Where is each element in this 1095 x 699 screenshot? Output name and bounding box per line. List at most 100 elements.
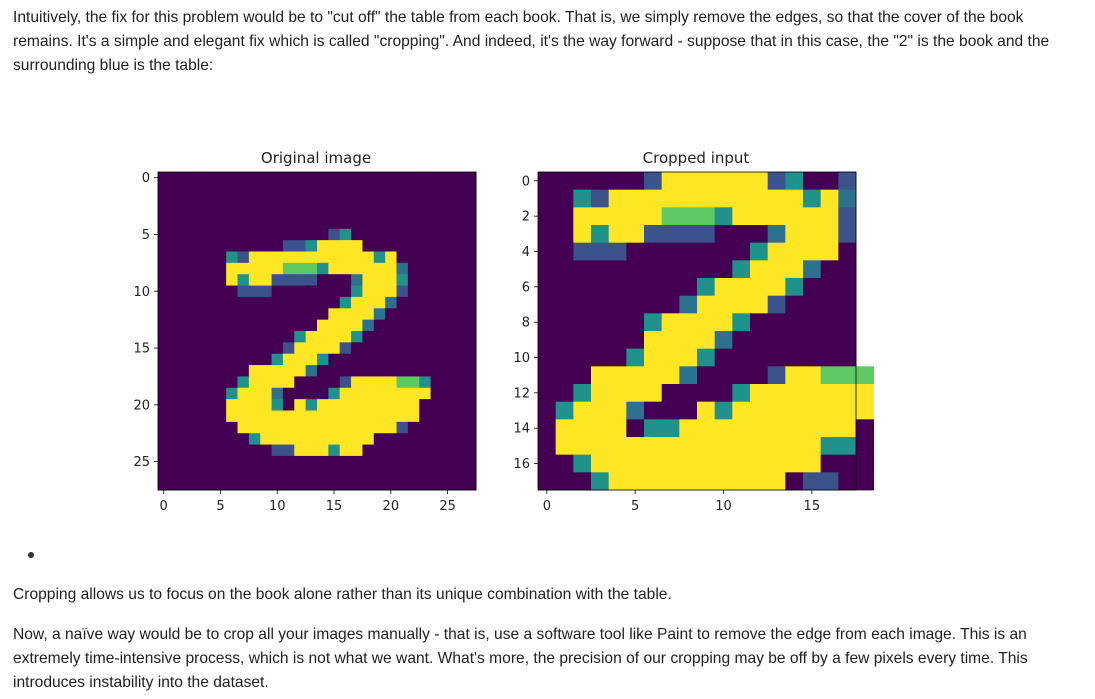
heatmap-cell bbox=[158, 433, 170, 445]
heatmap-cell bbox=[441, 296, 454, 309]
heatmap-cell bbox=[362, 296, 375, 309]
heatmap-cell bbox=[351, 194, 363, 207]
heatmap-cell bbox=[317, 410, 329, 423]
heatmap-cell bbox=[282, 319, 295, 332]
heatmap-cell bbox=[608, 472, 627, 491]
heatmap-cell bbox=[419, 376, 431, 389]
heatmap-cell bbox=[396, 308, 409, 321]
heatmap-cell bbox=[820, 189, 839, 208]
heatmap-cell bbox=[248, 410, 261, 423]
heatmap-cell bbox=[328, 433, 341, 445]
heatmap-cell bbox=[573, 260, 592, 279]
heatmap-cell bbox=[362, 285, 375, 298]
heatmap-cell bbox=[351, 183, 363, 196]
heatmap-cell bbox=[750, 366, 769, 385]
heatmap-cell bbox=[339, 240, 352, 252]
heatmap-cell bbox=[305, 308, 318, 321]
heatmap-cell bbox=[767, 242, 786, 261]
heatmap-cell bbox=[714, 189, 733, 208]
heatmap-cell bbox=[453, 319, 466, 332]
heatmap-cell bbox=[203, 285, 216, 298]
heatmap-cell bbox=[430, 183, 443, 196]
heatmap-cell bbox=[732, 331, 751, 350]
heatmap-cell bbox=[362, 206, 375, 218]
heatmap-cell bbox=[750, 348, 769, 367]
heatmap-cell bbox=[203, 444, 216, 457]
heatmap-cell bbox=[441, 172, 454, 184]
heatmap-cell bbox=[282, 342, 295, 355]
heatmap-cell bbox=[328, 251, 341, 264]
heatmap-cell bbox=[767, 278, 786, 297]
heatmap-cell bbox=[714, 454, 733, 473]
heatmap-cell bbox=[192, 262, 204, 275]
heatmap-cell bbox=[362, 183, 375, 196]
heatmap-cell bbox=[430, 331, 443, 343]
heatmap-cell bbox=[294, 478, 307, 491]
heatmap-cell bbox=[573, 242, 592, 261]
heatmap-cell bbox=[271, 240, 284, 252]
heatmap-cell bbox=[430, 387, 443, 400]
heatmap-cell bbox=[317, 467, 329, 480]
heatmap-cell bbox=[538, 207, 557, 226]
heatmap-cell bbox=[714, 348, 733, 367]
heatmap-cell bbox=[441, 410, 454, 423]
heatmap-cell bbox=[294, 376, 307, 389]
heatmap-cell bbox=[453, 296, 466, 309]
heatmap-cell bbox=[271, 467, 284, 480]
heatmap-cell bbox=[697, 278, 716, 297]
heatmap-cell bbox=[697, 295, 716, 314]
heatmap-cell bbox=[419, 467, 431, 480]
heatmap-cell bbox=[608, 260, 627, 279]
heatmap-cell bbox=[260, 240, 272, 252]
heatmap-cell bbox=[203, 421, 216, 434]
heatmap-cell bbox=[169, 240, 182, 252]
heatmap-cell bbox=[373, 376, 386, 389]
heatmap-cell bbox=[260, 365, 272, 377]
heatmap-cell bbox=[453, 274, 466, 286]
heatmap-cell bbox=[385, 308, 397, 321]
heatmap-cell bbox=[430, 240, 443, 252]
heatmap-cell bbox=[464, 433, 477, 445]
heatmap-cell bbox=[820, 472, 839, 491]
heatmap-cell bbox=[203, 217, 216, 230]
heatmap-cell bbox=[767, 366, 786, 385]
heatmap-cell bbox=[192, 206, 204, 218]
heatmap-cell bbox=[317, 376, 329, 389]
heatmap-cell bbox=[644, 295, 663, 314]
heatmap-cell bbox=[248, 296, 261, 309]
heatmap-cell bbox=[453, 467, 466, 480]
heatmap-cell bbox=[407, 296, 420, 309]
heatmap-cell bbox=[697, 242, 716, 261]
heatmap-cell bbox=[294, 387, 307, 400]
heatmap-cell bbox=[441, 262, 454, 275]
heatmap-cell bbox=[430, 455, 443, 468]
heatmap-cell bbox=[237, 228, 250, 241]
heatmap-cell bbox=[767, 295, 786, 314]
heatmap-cell bbox=[305, 240, 318, 252]
heatmap-cell bbox=[339, 262, 352, 275]
heatmap-cell bbox=[785, 189, 804, 208]
heatmap-cell bbox=[214, 172, 227, 184]
heatmap-cell bbox=[305, 478, 318, 491]
heatmap-cell bbox=[203, 365, 216, 377]
heatmap-cell bbox=[260, 455, 272, 468]
heatmap-cell bbox=[328, 262, 341, 275]
cropped-input-axes: 0 5 10 15 0 2 4 6 8 10 12 14 16 bbox=[513, 171, 875, 514]
heatmap-cell bbox=[396, 296, 409, 309]
heatmap-cell bbox=[328, 217, 341, 230]
heatmap-cell bbox=[248, 308, 261, 321]
heatmap-cell bbox=[271, 319, 284, 332]
heatmap-cell bbox=[430, 399, 443, 411]
heatmap-cell bbox=[785, 454, 804, 473]
heatmap-cell bbox=[608, 366, 627, 385]
heatmap-cell bbox=[214, 342, 227, 355]
heatmap-cell bbox=[294, 240, 307, 252]
heatmap-cell bbox=[407, 353, 420, 366]
heatmap-cell bbox=[282, 296, 295, 309]
heatmap-cell bbox=[626, 419, 645, 438]
heatmap-cell bbox=[294, 455, 307, 468]
heatmap-cell bbox=[419, 478, 431, 491]
heatmap-cell bbox=[441, 365, 454, 377]
heatmap-cell bbox=[573, 278, 592, 297]
heatmap-cell bbox=[192, 455, 204, 468]
